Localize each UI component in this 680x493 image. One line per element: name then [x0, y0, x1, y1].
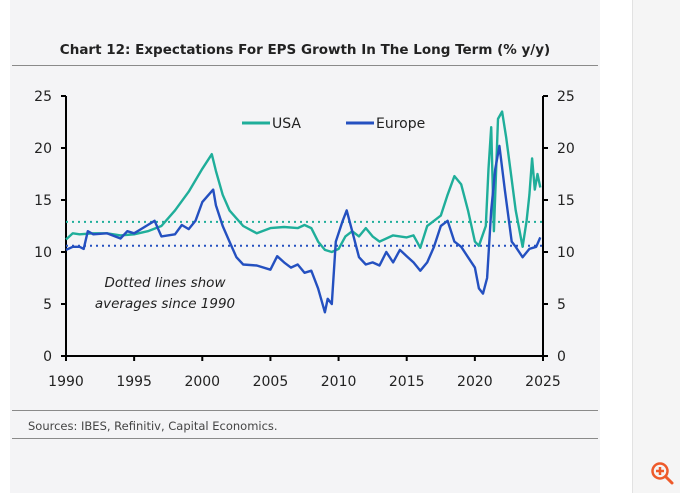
- x-tick-label: 2015: [389, 374, 425, 390]
- x-tick-label: 1995: [116, 374, 152, 390]
- y-tick-label-left: 25: [34, 89, 52, 105]
- y-tick-label-right: 5: [557, 297, 566, 313]
- source-divider-top: [12, 410, 598, 411]
- x-tick-label: 1990: [48, 374, 84, 390]
- legend-label-europe: Europe: [376, 116, 425, 132]
- y-tick-label-right: 10: [557, 245, 575, 261]
- x-tick-label: 2020: [457, 374, 493, 390]
- chart-title: Chart 12: Expectations For EPS Growth In…: [59, 42, 551, 58]
- annotation-text: Dotted lines show: [105, 275, 227, 291]
- y-tick-label-right: 0: [557, 349, 566, 365]
- series-line-usa: [65, 110, 542, 254]
- source-divider-bottom: [12, 438, 598, 439]
- source-note: Sources: IBES, Refinitiv, Capital Econom…: [28, 419, 278, 433]
- y-tick-label-left: 15: [34, 193, 52, 209]
- y-tick-label-right: 25: [557, 89, 575, 105]
- y-tick-label-left: 10: [34, 245, 52, 261]
- x-tick-label: 2000: [184, 374, 220, 390]
- y-tick-label-right: 20: [557, 141, 575, 157]
- title-divider: [12, 65, 598, 66]
- x-tick-label: 2010: [321, 374, 357, 390]
- legend-label-usa: USA: [272, 116, 301, 132]
- series-line-europe: [65, 144, 542, 314]
- x-tick-label: 2025: [525, 374, 561, 390]
- y-tick-label-left: 0: [43, 349, 52, 365]
- y-tick-label-left: 20: [34, 141, 52, 157]
- y-tick-label-left: 5: [43, 297, 52, 313]
- x-tick-label: 2005: [253, 374, 289, 390]
- side-strip: [632, 0, 680, 493]
- zoom-in-icon[interactable]: [650, 461, 676, 487]
- y-tick-label-right: 15: [557, 193, 575, 209]
- annotation-text: averages since 1990: [95, 296, 235, 312]
